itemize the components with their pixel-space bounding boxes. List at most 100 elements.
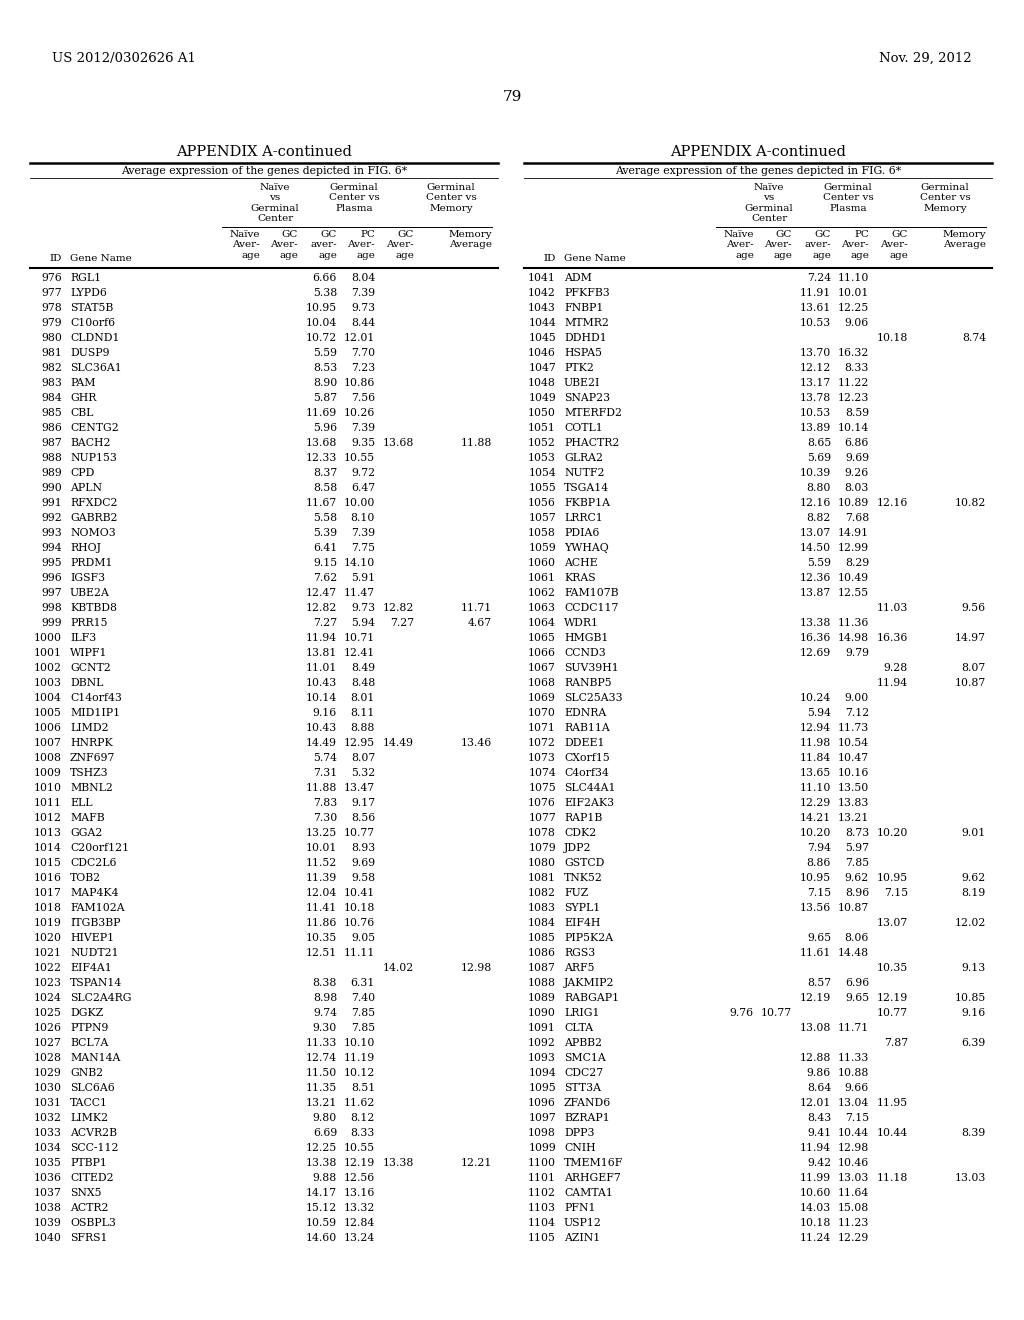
Text: 12.51: 12.51: [306, 948, 337, 958]
Text: 1077: 1077: [528, 813, 556, 822]
Text: GHR: GHR: [70, 393, 96, 403]
Text: PAM: PAM: [70, 378, 95, 388]
Text: 7.75: 7.75: [351, 543, 375, 553]
Text: 12.04: 12.04: [306, 888, 337, 898]
Text: 13.50: 13.50: [838, 783, 869, 793]
Text: NOMO3: NOMO3: [70, 528, 116, 539]
Text: WDR1: WDR1: [564, 618, 599, 628]
Text: 12.33: 12.33: [305, 453, 337, 463]
Text: EIF2AK3: EIF2AK3: [564, 799, 614, 808]
Text: 10.76: 10.76: [344, 917, 375, 928]
Text: 7.15: 7.15: [807, 888, 831, 898]
Text: DBNL: DBNL: [70, 678, 103, 688]
Text: 1075: 1075: [528, 783, 556, 793]
Text: 12.36: 12.36: [800, 573, 831, 583]
Text: 12.16: 12.16: [877, 498, 908, 508]
Text: 7.31: 7.31: [312, 768, 337, 777]
Text: 11.69: 11.69: [306, 408, 337, 418]
Text: CXorf15: CXorf15: [564, 752, 609, 763]
Text: 10.77: 10.77: [761, 1008, 792, 1018]
Text: 13.87: 13.87: [800, 587, 831, 598]
Text: 16.32: 16.32: [838, 348, 869, 358]
Text: 10.59: 10.59: [306, 1218, 337, 1228]
Text: 11.67: 11.67: [306, 498, 337, 508]
Text: 1001: 1001: [34, 648, 62, 657]
Text: 989: 989: [41, 469, 62, 478]
Text: 14.21: 14.21: [800, 813, 831, 822]
Text: 1019: 1019: [34, 917, 62, 928]
Text: 12.02: 12.02: [954, 917, 986, 928]
Text: TOB2: TOB2: [70, 873, 101, 883]
Text: 1094: 1094: [528, 1068, 556, 1078]
Text: 6.31: 6.31: [350, 978, 375, 987]
Text: SNX5: SNX5: [70, 1188, 101, 1199]
Text: 12.19: 12.19: [344, 1158, 375, 1168]
Text: 10.43: 10.43: [306, 723, 337, 733]
Text: 8.58: 8.58: [312, 483, 337, 492]
Text: SLC2A4RG: SLC2A4RG: [70, 993, 131, 1003]
Text: 7.68: 7.68: [845, 513, 869, 523]
Text: 12.47: 12.47: [306, 587, 337, 598]
Text: CCDC117: CCDC117: [564, 603, 618, 612]
Text: 13.17: 13.17: [800, 378, 831, 388]
Text: 11.23: 11.23: [838, 1218, 869, 1228]
Text: FNBP1: FNBP1: [564, 304, 603, 313]
Text: CDC27: CDC27: [564, 1068, 603, 1078]
Text: 9.16: 9.16: [962, 1008, 986, 1018]
Text: MTERFD2: MTERFD2: [564, 408, 622, 418]
Text: ACHE: ACHE: [564, 558, 598, 568]
Text: 13.16: 13.16: [344, 1188, 375, 1199]
Text: 13.07: 13.07: [877, 917, 908, 928]
Text: Memory
Average: Memory Average: [942, 230, 986, 249]
Text: 9.00: 9.00: [845, 693, 869, 704]
Text: 8.44: 8.44: [351, 318, 375, 327]
Text: COTL1: COTL1: [564, 422, 603, 433]
Text: JAKMIP2: JAKMIP2: [564, 978, 614, 987]
Text: 1080: 1080: [528, 858, 556, 869]
Text: MID1IP1: MID1IP1: [70, 708, 120, 718]
Text: 1004: 1004: [34, 693, 62, 704]
Text: LYPD6: LYPD6: [70, 288, 106, 298]
Text: 11.99: 11.99: [800, 1173, 831, 1183]
Text: 988: 988: [41, 453, 62, 463]
Text: 8.86: 8.86: [807, 858, 831, 869]
Text: 1062: 1062: [528, 587, 556, 598]
Text: 1023: 1023: [34, 978, 62, 987]
Text: 6.86: 6.86: [845, 438, 869, 447]
Text: Naïve
vs
Germinal
Center: Naïve vs Germinal Center: [251, 183, 299, 223]
Text: GCNT2: GCNT2: [70, 663, 111, 673]
Text: 1042: 1042: [528, 288, 556, 298]
Text: 11.94: 11.94: [800, 1143, 831, 1152]
Text: 8.90: 8.90: [312, 378, 337, 388]
Text: 1051: 1051: [528, 422, 556, 433]
Text: 1038: 1038: [34, 1203, 62, 1213]
Text: 981: 981: [41, 348, 62, 358]
Text: PIP5K2A: PIP5K2A: [564, 933, 613, 942]
Text: 11.95: 11.95: [877, 1098, 908, 1107]
Text: 1065: 1065: [528, 634, 556, 643]
Text: 9.58: 9.58: [351, 873, 375, 883]
Text: 7.39: 7.39: [351, 528, 375, 539]
Text: 9.69: 9.69: [845, 453, 869, 463]
Text: 12.41: 12.41: [344, 648, 375, 657]
Text: 1029: 1029: [34, 1068, 62, 1078]
Text: 11.36: 11.36: [838, 618, 869, 628]
Text: 14.97: 14.97: [955, 634, 986, 643]
Text: 10.18: 10.18: [800, 1218, 831, 1228]
Text: 14.49: 14.49: [306, 738, 337, 748]
Text: 1069: 1069: [528, 693, 556, 704]
Text: 10.12: 10.12: [344, 1068, 375, 1078]
Text: 6.47: 6.47: [351, 483, 375, 492]
Text: 10.10: 10.10: [344, 1038, 375, 1048]
Text: 12.88: 12.88: [800, 1053, 831, 1063]
Text: 9.72: 9.72: [351, 469, 375, 478]
Text: 1056: 1056: [528, 498, 556, 508]
Text: MBNL2: MBNL2: [70, 783, 113, 793]
Text: 5.38: 5.38: [312, 288, 337, 298]
Text: HNRPK: HNRPK: [70, 738, 113, 748]
Text: 5.32: 5.32: [351, 768, 375, 777]
Text: RHOJ: RHOJ: [70, 543, 101, 553]
Text: 8.93: 8.93: [351, 843, 375, 853]
Text: 11.94: 11.94: [306, 634, 337, 643]
Text: 11.41: 11.41: [306, 903, 337, 913]
